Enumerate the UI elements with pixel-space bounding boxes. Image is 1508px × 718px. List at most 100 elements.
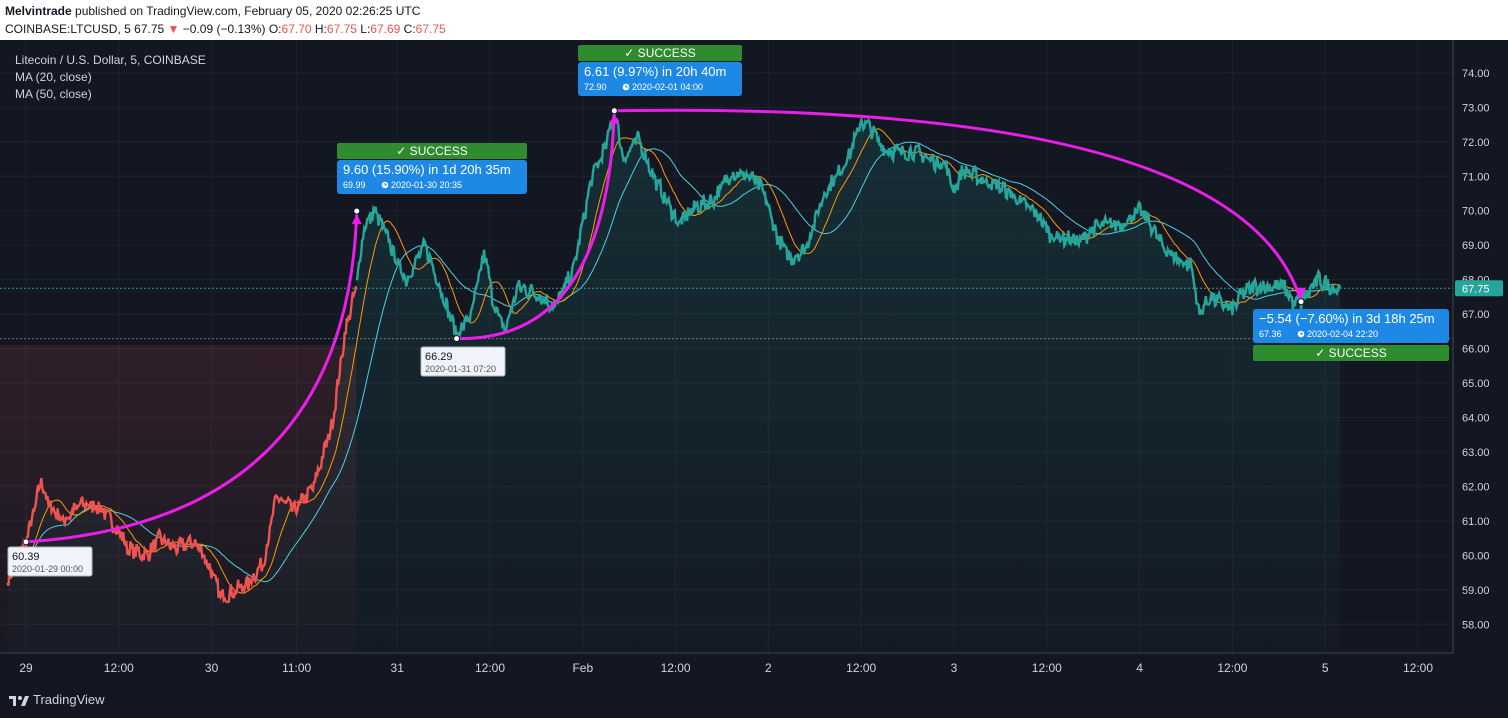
label-60-39-date: 2020-01-29 00:00 [12, 564, 83, 574]
move-label-2-result: 6.61 (9.97%) in 20h 40m [584, 64, 726, 79]
x-tick-10: 3 [951, 661, 958, 675]
time-axis-bg [0, 653, 1508, 683]
x-tick-0: 29 [19, 661, 33, 675]
last-price-tag [1455, 280, 1503, 297]
label-60-39-value: 60.39 [12, 551, 40, 563]
move-label-1-date: 2020-01-30 20:35 [391, 180, 462, 190]
move-label-1-status: ✓ SUCCESS [396, 144, 467, 158]
move-label-2-target: 72.90 [584, 82, 607, 92]
publish-header: Melvintrade published on TradingView.com… [0, 0, 1508, 40]
x-tick-7: 12:00 [661, 661, 691, 675]
publish-info: Melvintrade published on TradingView.com… [5, 4, 420, 18]
x-tick-1: 12:00 [104, 661, 134, 675]
move-label-2-box [578, 62, 742, 96]
arc-c-to-d [456, 110, 616, 341]
move-label-2-status: ✓ SUCCESS [624, 46, 695, 60]
x-tick-6: Feb [572, 661, 593, 675]
y-tick-12: 69.00 [1462, 240, 1490, 252]
move-label-3-result: −5.54 (−7.60%) in 3d 18h 25m [1259, 311, 1435, 326]
marker-e [1297, 298, 1305, 306]
y-tick-4: 61.00 [1462, 516, 1490, 528]
open-label: O: [268, 22, 282, 36]
arrowhead-e [1296, 287, 1307, 298]
x-tick-9: 12:00 [846, 661, 876, 675]
price-line-down [6, 285, 358, 604]
x-tick-13: 12:00 [1217, 661, 1247, 675]
publish-text: published on TradingView.com, February 0… [75, 4, 421, 18]
legend-title: Litecoin / U.S. Dollar, 5, COINBASE [15, 53, 206, 67]
y-tick-16: 73.00 [1462, 102, 1490, 114]
tradingview-logo-icon[interactable] [8, 693, 30, 707]
price-area [7, 114, 1340, 663]
label-66-29-value: 66.29 [425, 351, 453, 363]
x-tick-4: 31 [391, 661, 405, 675]
y-tick-3: 60.00 [1462, 550, 1490, 562]
low-label: L: [360, 22, 371, 36]
y-tick-14: 71.00 [1462, 171, 1490, 183]
down-arrow-icon: ▼ [167, 22, 180, 36]
y-tick-5: 62.00 [1462, 481, 1490, 493]
move-label-1: ✓ SUCCESS 9.60 (15.90%) in 1d 20h 35m 69.9… [337, 143, 527, 194]
close-label: C: [403, 22, 416, 36]
author-name[interactable]: Melvintrade [5, 4, 72, 18]
y-tick-6: 63.00 [1462, 447, 1490, 459]
price-line-up [355, 113, 1342, 341]
footer-bar: TradingView [0, 683, 1508, 718]
move-label-3-target: 67.36 [1259, 329, 1282, 339]
marker-a [22, 538, 30, 546]
last-price: 67.75 [134, 22, 165, 36]
legend-ma50[interactable]: MA (50, close) [15, 87, 92, 101]
move-label-1-target: 69.99 [343, 180, 366, 190]
y-tick-9: 66.00 [1462, 344, 1490, 356]
ma50-line [7, 141, 1340, 586]
move-label-3: ✓ SUCCESS −5.54 (−7.60%) in 3d 18h 25m 67.… [1253, 309, 1449, 361]
y-tick-2: 59.00 [1462, 585, 1490, 597]
open-value: 67.70 [281, 22, 312, 36]
move-label-3-date: 2020-02-04 22:20 [1307, 329, 1378, 339]
x-tick-2: 30 [205, 661, 219, 675]
x-tick-12: 4 [1136, 661, 1143, 675]
y-tick-17: 74.00 [1462, 68, 1490, 80]
last-price-tag-text: 67.75 [1462, 283, 1490, 295]
move-label-1-status-box [337, 143, 527, 159]
move-label-2-clock-hand [625, 85, 628, 88]
close-value: 67.75 [415, 22, 446, 36]
arc-a-to-b [25, 211, 359, 544]
arrowhead-d [609, 113, 620, 124]
high-value: 67.75 [326, 22, 357, 36]
price-axis-bg [1453, 40, 1508, 683]
legend-ma20[interactable]: MA (20, close) [15, 70, 92, 84]
move-label-1-clock-hand [384, 183, 387, 186]
arc-d-to-e [614, 108, 1303, 303]
label-66-29-box [420, 346, 506, 377]
x-tick-15: 12:00 [1403, 661, 1433, 675]
label-66-29-date: 2020-01-31 07:20 [425, 364, 496, 374]
x-tick-11: 12:00 [1032, 661, 1062, 675]
x-tick-14: 5 [1322, 661, 1329, 675]
move-label-2: ✓ SUCCESS 6.61 (9.97%) in 20h 40m 72.90 202… [578, 45, 742, 96]
label-60-39-box [7, 546, 93, 577]
x-tick-8: 2 [765, 661, 772, 675]
move-label-2-status-box [578, 45, 742, 61]
move-label-1-result: 9.60 (15.90%) in 1d 20h 35m [343, 162, 511, 177]
marker-d [610, 107, 618, 115]
y-tick-10: 67.00 [1462, 309, 1490, 321]
marker-c [453, 335, 461, 343]
arrowhead-b [351, 214, 362, 225]
y-tick-8: 65.00 [1462, 378, 1490, 390]
x-tick-3: 11:00 [282, 661, 311, 675]
move-label-3-status: ✓ SUCCESS [1315, 346, 1386, 360]
y-tick-13: 70.00 [1462, 206, 1490, 218]
move-label-3-clock-hand [1300, 332, 1303, 335]
marker-b [353, 207, 361, 215]
low-value: 67.69 [370, 22, 401, 36]
move-label-2-date: 2020-02-01 04:00 [632, 82, 703, 92]
y-tick-7: 64.00 [1462, 413, 1490, 425]
symbol-label: COINBASE:LTCUSD, 5 [5, 22, 131, 36]
ohlc-line: COINBASE:LTCUSD, 5 67.75 ▼ −0.09 (−0.13%… [5, 22, 446, 36]
x-tick-5: 12:00 [475, 661, 505, 675]
tradingview-brand[interactable]: TradingView [33, 692, 105, 707]
